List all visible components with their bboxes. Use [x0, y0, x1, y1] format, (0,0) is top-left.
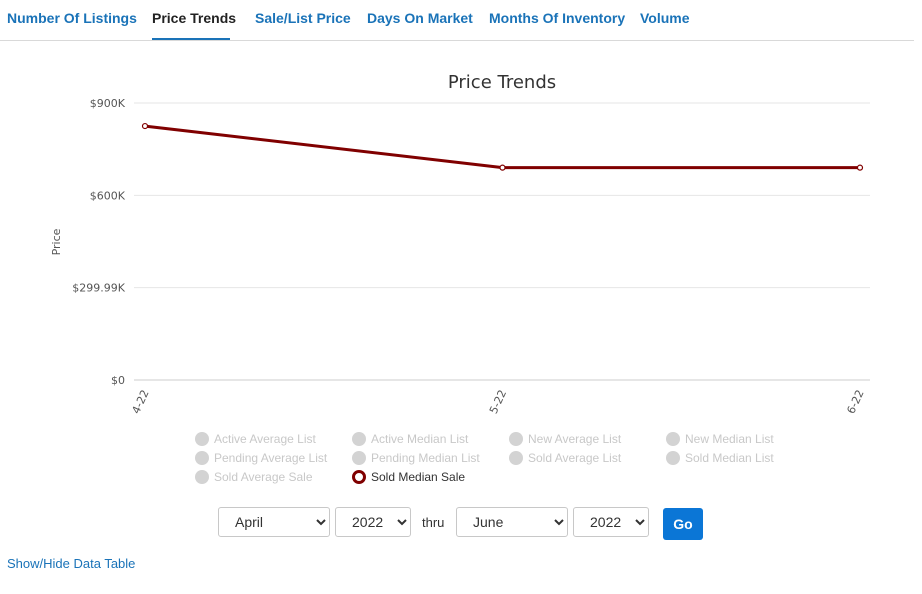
tab-days-on-market[interactable]: Days On Market — [367, 10, 473, 26]
legend-marker — [195, 451, 209, 465]
legend-label: Active Median List — [371, 432, 469, 446]
data-point — [141, 122, 149, 130]
legend-item-new-average-list[interactable]: New Average List — [509, 432, 621, 446]
series-line-sold-median-sale — [144, 124, 860, 170]
to-year-select[interactable]: 2022 — [573, 507, 649, 537]
data-point — [499, 164, 506, 171]
tab-months-of-inventory[interactable]: Months Of Inventory — [489, 10, 626, 26]
legend-label: Sold Median List — [685, 451, 774, 465]
from-year-select[interactable]: 2022 — [335, 507, 411, 537]
legend-label: Pending Average List — [214, 451, 328, 465]
x-tick-label: 4-22 — [129, 388, 151, 416]
legend-item-sold-median-sale[interactable]: Sold Median Sale — [352, 470, 465, 484]
legend-marker — [509, 451, 523, 465]
legend-marker — [666, 451, 680, 465]
legend-label: Active Average List — [214, 432, 316, 446]
go-button[interactable]: Go — [663, 508, 703, 540]
thru-label: thru — [422, 515, 445, 530]
legend-label: New Average List — [528, 432, 622, 446]
legend-label: New Median List — [685, 432, 774, 446]
legend-label: Sold Average Sale — [214, 470, 313, 484]
legend-label: Pending Median List — [371, 451, 480, 465]
tab-price-trends[interactable]: Price Trends — [152, 10, 237, 26]
x-tick-label: 6-22 — [844, 388, 866, 416]
y-tick-label: $0 — [111, 374, 125, 387]
legend-marker — [352, 451, 366, 465]
legend-item-sold-average-list[interactable]: Sold Average List — [509, 451, 621, 465]
legend-item-sold-median-list[interactable]: Sold Median List — [666, 451, 774, 465]
x-tick-label: 5-22 — [487, 388, 509, 416]
legend-marker — [509, 432, 523, 446]
legend-item-new-median-list[interactable]: New Median List — [666, 432, 774, 446]
tab-number-of-listings[interactable]: Number Of Listings — [7, 10, 137, 26]
tab-sale-list-price[interactable]: Sale/List Price — [255, 10, 351, 26]
y-axis-label: Price — [50, 228, 63, 255]
y-tick-label: $299.99K — [72, 282, 125, 295]
active-tab-indicator — [152, 38, 230, 40]
chart-title: Price Trends — [448, 72, 556, 93]
legend-item-pending-average-list[interactable]: Pending Average List — [195, 451, 327, 465]
legend-marker — [666, 432, 680, 446]
legend-item-sold-average-sale[interactable]: Sold Average Sale — [195, 470, 313, 484]
tab-volume[interactable]: Volume — [640, 10, 690, 26]
legend-label: Sold Median Sale — [371, 470, 466, 484]
y-tick-label: $900K — [90, 97, 126, 110]
legend-item-pending-median-list[interactable]: Pending Median List — [352, 451, 480, 465]
show-hide-data-table-link[interactable]: Show/Hide Data Table — [7, 556, 136, 571]
to-month-select[interactable]: June — [456, 507, 568, 537]
legend-item-active-average-list[interactable]: Active Average List — [195, 432, 316, 446]
data-point — [856, 164, 864, 171]
legend-marker — [195, 470, 209, 484]
price-trends-chart: Price Trends $0 $299.99K $600K $900K Price 4-2… — [50, 72, 870, 416]
from-month-select[interactable]: April — [218, 507, 330, 537]
legend-item-active-median-list[interactable]: Active Median List — [352, 432, 468, 446]
legend-marker — [352, 432, 366, 446]
y-tick-label: $600K — [90, 189, 126, 202]
legend-marker — [352, 470, 366, 484]
legend-label: Sold Average List — [528, 451, 622, 465]
legend-marker — [195, 432, 209, 446]
chart-tabs: Number Of Listings Price Trends Sale/Lis… — [0, 0, 914, 41]
